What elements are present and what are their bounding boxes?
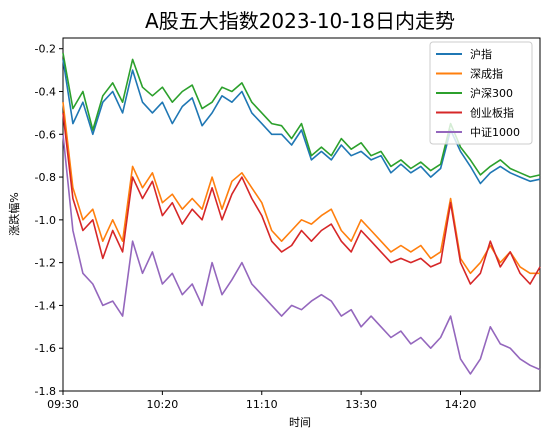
axis-layer: -0.2 -0.4 -0.6 -0.8 -1.0 -1.2 -1.4 -1.6 -1.809:3… <box>35 43 477 411</box>
y-tick-label: -1.8 <box>35 385 56 398</box>
y-tick-label: -1.4 <box>35 299 56 312</box>
series-line-3 <box>62 112 541 285</box>
x-tick-label: 14:20 <box>445 398 477 411</box>
y-axis-label: 涨跌幅% <box>7 192 21 235</box>
series-line-4 <box>62 134 541 375</box>
y-tick-label: -0.8 <box>35 171 56 184</box>
legend-label-3: 创业板指 <box>470 106 514 120</box>
x-tick-label: 10:20 <box>147 398 179 411</box>
x-tick-label: 09:30 <box>47 398 79 411</box>
y-tick-label: -0.2 <box>35 43 56 56</box>
legend-label-2: 沪深300 <box>470 86 513 100</box>
x-axis-label: 时间 <box>289 416 311 429</box>
y-tick-label: -1.0 <box>35 214 56 227</box>
legend-label-1: 深成指 <box>470 67 503 81</box>
series-line-0 <box>62 59 541 185</box>
legend-label-4: 中证1000 <box>470 126 520 139</box>
legend-box <box>429 41 533 145</box>
chart-title: A股五大指数2023-10-18日内走势 <box>145 9 455 33</box>
legend-label-0: 沪指 <box>470 47 492 61</box>
y-tick-label: -0.4 <box>35 85 56 98</box>
series-layer <box>62 52 541 375</box>
y-tick-label: -0.6 <box>35 128 56 141</box>
x-tick-label: 11:10 <box>246 398 278 411</box>
y-tick-label: -1.2 <box>35 257 56 270</box>
y-tick-label: -1.6 <box>35 342 56 355</box>
x-tick-label: 13:30 <box>345 398 377 411</box>
series-line-2 <box>62 52 541 178</box>
